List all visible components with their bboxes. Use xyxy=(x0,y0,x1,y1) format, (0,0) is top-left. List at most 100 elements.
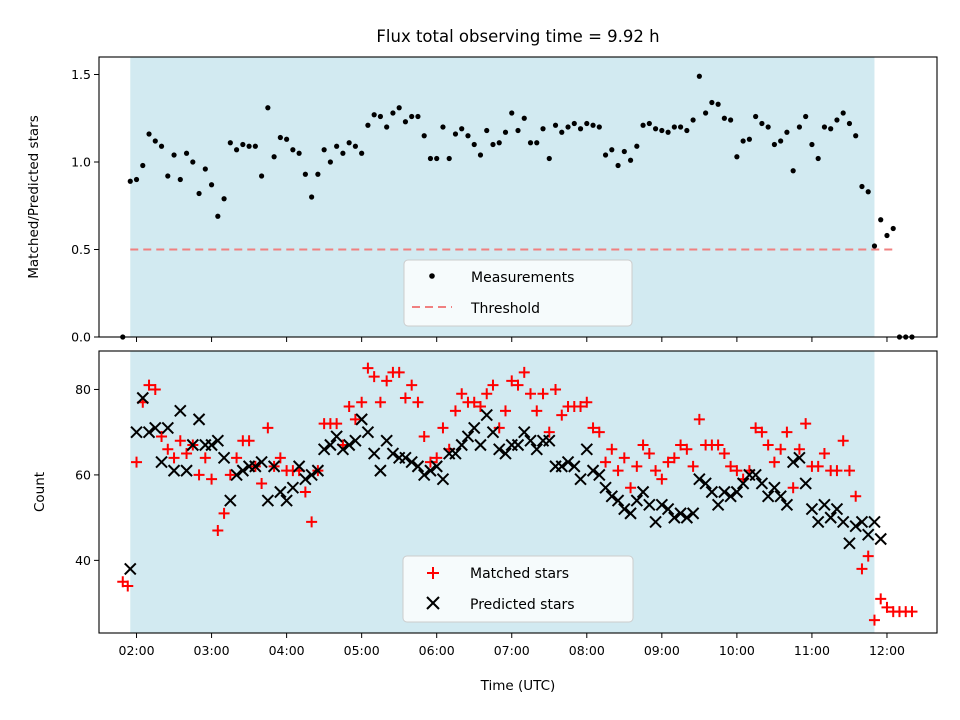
measurement-point xyxy=(258,173,265,179)
measurement-point xyxy=(684,127,690,134)
matched-star-point xyxy=(693,413,705,425)
predicted-star-point xyxy=(605,490,619,503)
measurement-point xyxy=(452,131,459,137)
measurement-point xyxy=(315,171,321,177)
predicted-star-point xyxy=(161,421,174,435)
matched-star-point xyxy=(412,396,424,408)
predicted-star-point xyxy=(624,507,637,520)
predicted-star-point xyxy=(405,455,418,469)
predicted-star-point xyxy=(586,464,600,477)
measurement-point xyxy=(709,99,715,106)
matched-star-point xyxy=(193,469,205,481)
matched-star-point xyxy=(718,448,730,460)
measurement-point xyxy=(427,155,434,162)
x-tick-label: 11:00 xyxy=(794,643,830,658)
measurement-point xyxy=(778,138,784,144)
x-tick-label: 09:00 xyxy=(644,643,680,658)
measurement-point xyxy=(359,150,365,156)
predicted-star-point xyxy=(711,498,725,512)
matched-star-point xyxy=(368,371,380,383)
measurement-point xyxy=(565,124,571,130)
predicted-star-point xyxy=(730,485,744,499)
matched-star-point xyxy=(768,456,780,468)
matched-star-point xyxy=(612,465,624,477)
matched-star-point xyxy=(537,388,549,400)
matched-star-point xyxy=(637,439,649,451)
bottom-y-axis-label: Count xyxy=(32,472,48,512)
predicted-star-point xyxy=(417,468,431,482)
predicted-star-point xyxy=(186,438,200,452)
measurement-point xyxy=(384,124,390,130)
predicted-star-point xyxy=(511,438,525,452)
matched-star-point xyxy=(756,426,768,438)
predicted-star-point xyxy=(455,438,468,452)
y-tick-label: 60 xyxy=(75,467,91,482)
predicted-star-point xyxy=(361,425,375,439)
matched-star-point xyxy=(787,482,799,494)
predicted-star-point xyxy=(130,425,143,439)
measurement-point xyxy=(271,154,277,160)
measurement-point xyxy=(546,155,552,162)
measurement-point xyxy=(577,126,584,132)
matched-star-point xyxy=(581,396,593,408)
matched-star-point xyxy=(725,460,737,472)
matched-star-point xyxy=(618,452,630,464)
predicted-star-point xyxy=(611,494,625,507)
y-tick-label: 0.5 xyxy=(71,242,91,257)
matched-star-point xyxy=(424,456,436,468)
matched-star-point xyxy=(149,383,161,395)
predicted-star-point xyxy=(736,477,750,490)
matched-star-point xyxy=(550,383,562,395)
predicted-star-point xyxy=(668,511,681,524)
measurement-point xyxy=(215,213,221,219)
top-legend: Measurements Threshold xyxy=(403,259,633,327)
matched-star-point xyxy=(800,418,812,430)
matched-star-point xyxy=(543,426,555,438)
measurement-point xyxy=(346,140,352,146)
measurement-point xyxy=(340,150,346,156)
matched-star-point xyxy=(875,593,887,605)
measurement-point xyxy=(846,120,853,127)
predicted-star-point xyxy=(274,485,287,499)
matched-star-point xyxy=(775,443,787,455)
y-tick-label: 1.0 xyxy=(71,155,91,170)
predicted-star-point xyxy=(786,455,800,469)
measurement-point xyxy=(840,110,846,116)
matched-star-point xyxy=(556,409,568,421)
measurement-point xyxy=(602,152,609,158)
matched-star-point xyxy=(675,439,687,451)
predicted-star-point xyxy=(618,502,631,516)
measurement-point xyxy=(365,122,371,128)
predicted-star-point xyxy=(599,481,612,494)
matched-star-point xyxy=(662,456,674,468)
predicted-star-point xyxy=(568,460,581,473)
top-y-ticks: 0.0 0.5 1.0 1.5 xyxy=(71,67,99,345)
measurement-point xyxy=(233,147,240,153)
x-tick-label: 08:00 xyxy=(569,643,605,658)
predicted-star-point xyxy=(430,460,443,473)
matched-star-point xyxy=(299,486,311,498)
predicted-star-point xyxy=(811,515,825,529)
predicted-star-point xyxy=(424,464,437,477)
predicted-star-point xyxy=(399,451,412,465)
measurement-point xyxy=(190,159,196,165)
predicted-star-point xyxy=(224,494,237,507)
measurement-point xyxy=(590,122,596,128)
bottom-x-ticks: 02:00 03:00 04:00 05:00 06:00 07:00 08:00 09:00… xyxy=(119,633,905,658)
measurement-point xyxy=(183,150,190,156)
matched-star-point xyxy=(587,422,599,434)
predicted-star-point xyxy=(655,498,669,512)
predicted-star-point xyxy=(818,498,831,512)
measurement-point xyxy=(421,133,427,139)
measurement-point xyxy=(828,126,834,132)
matched-star-point xyxy=(393,366,405,378)
matched-star-point xyxy=(906,606,918,618)
matched-star-point xyxy=(331,418,343,430)
measurement-point xyxy=(871,243,878,249)
y-tick-label: 80 xyxy=(75,382,91,397)
predicted-star-point xyxy=(180,464,193,477)
matched-star-point xyxy=(468,396,480,408)
matched-star-point xyxy=(712,439,724,451)
x-axis-label: Time (UTC) xyxy=(480,678,556,694)
matched-star-point xyxy=(399,392,411,404)
